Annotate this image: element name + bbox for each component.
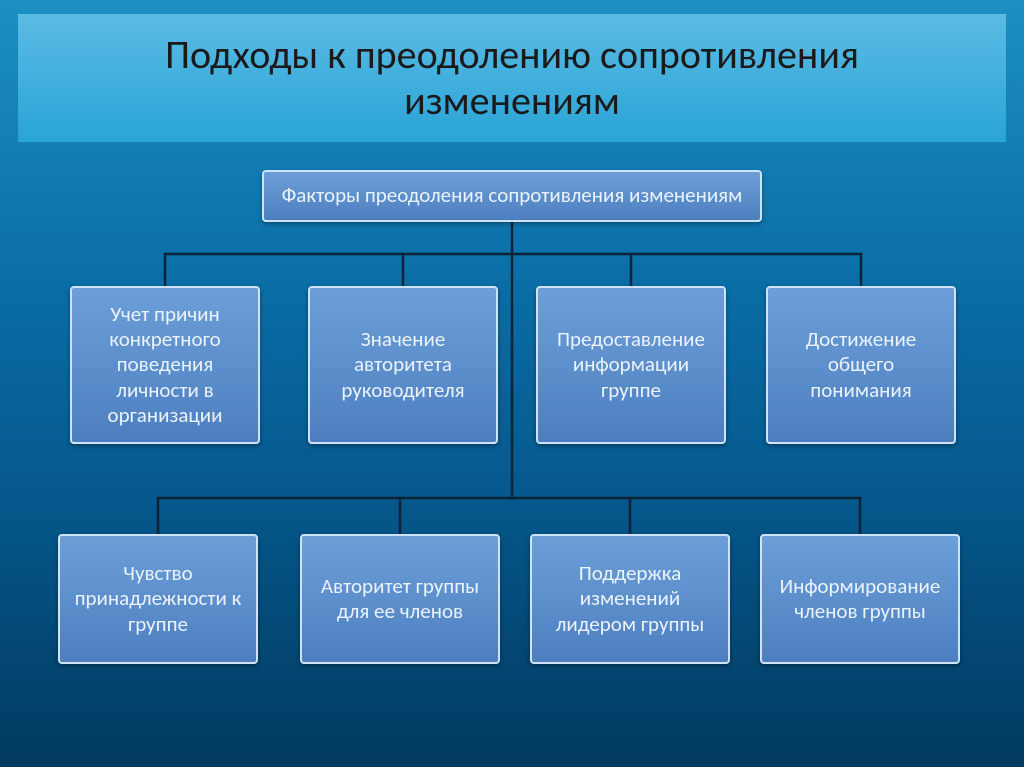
diagram-node-r2c1: Чувство принадлежности к группе: [58, 534, 258, 664]
diagram-node-r1c3: Предоставление информации группе: [536, 286, 726, 444]
diagram-node-r2c4: Информирование членов группы: [760, 534, 960, 664]
diagram-node-r1c1: Учет причин конкретного поведения личнос…: [70, 286, 260, 444]
diagram-node-r1c4: Достижение общего понимания: [766, 286, 956, 444]
diagram-area: Факторы преодоления сопротивления измене…: [40, 158, 984, 737]
diagram-node-r2c2: Авторитет группы для ее членов: [300, 534, 500, 664]
diagram-node-r2c3: Поддержка изменений лидером группы: [530, 534, 730, 664]
slide-title-bar: Подходы к преодолению сопротивления изме…: [18, 14, 1006, 142]
diagram-node-r1c2: Значение авторитета руководителя: [308, 286, 498, 444]
slide-title: Подходы к преодолению сопротивления изме…: [58, 32, 966, 124]
slide: Подходы к преодолению сопротивления изме…: [0, 0, 1024, 767]
diagram-node-root: Факторы преодоления сопротивления измене…: [262, 170, 762, 222]
